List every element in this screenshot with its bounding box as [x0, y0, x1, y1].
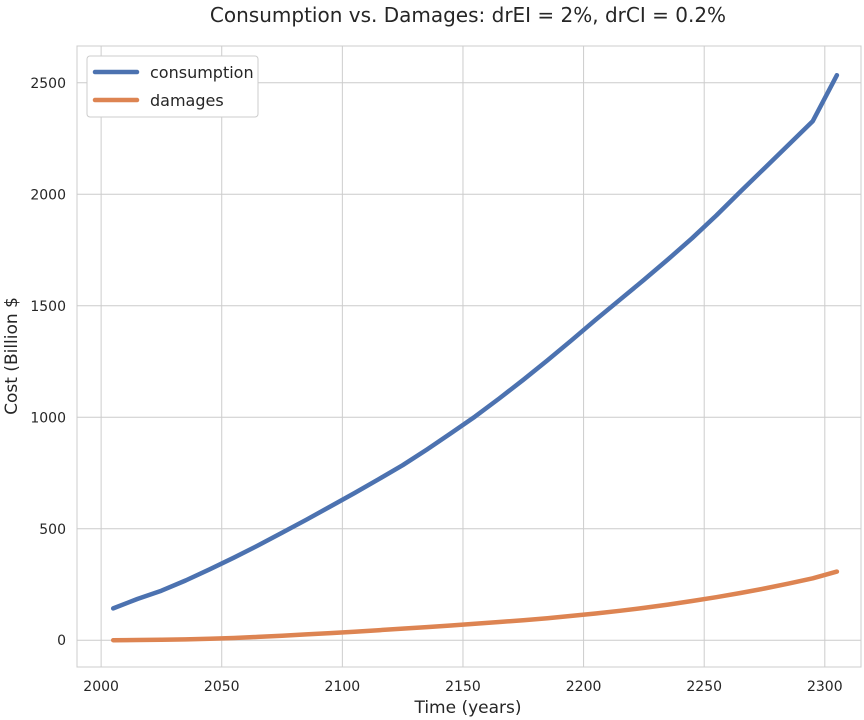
x-axis-label: Time (years)	[413, 698, 521, 718]
chart-title: Consumption vs. Damages: drEI = 2%, drCI…	[210, 3, 726, 27]
legend: consumption damages	[86, 55, 259, 118]
y-tick-label: 2500	[30, 76, 66, 92]
series-lines	[110, 72, 840, 643]
x-tick-label: 2050	[204, 679, 240, 695]
x-tick-label: 2300	[807, 679, 843, 695]
y-tick-label: 2000	[30, 187, 66, 203]
x-tick-label: 2250	[686, 679, 722, 695]
y-axis-label: Cost (Billion $	[2, 297, 22, 415]
y-tick-label: 500	[39, 522, 66, 538]
legend-label-consumption: consumption	[150, 63, 254, 82]
legend-label-damages: damages	[150, 91, 224, 110]
plot-area-frame	[76, 45, 862, 668]
y-tick-label: 0	[57, 633, 66, 649]
x-tick-label: 2100	[325, 679, 361, 695]
y-tick-label: 1500	[30, 299, 66, 315]
y-tick-label: 1000	[30, 410, 66, 426]
tick-labels: 2000 2050 2100 2150 2200 2250 2300 0 500 1000 1500…	[30, 76, 842, 695]
x-tick-label: 2000	[83, 679, 119, 695]
grid-lines	[77, 46, 861, 667]
series-line-damages	[110, 569, 840, 643]
x-tick-label: 2200	[566, 679, 602, 695]
series-line-consumption	[110, 72, 840, 611]
x-tick-label: 2150	[445, 679, 481, 695]
